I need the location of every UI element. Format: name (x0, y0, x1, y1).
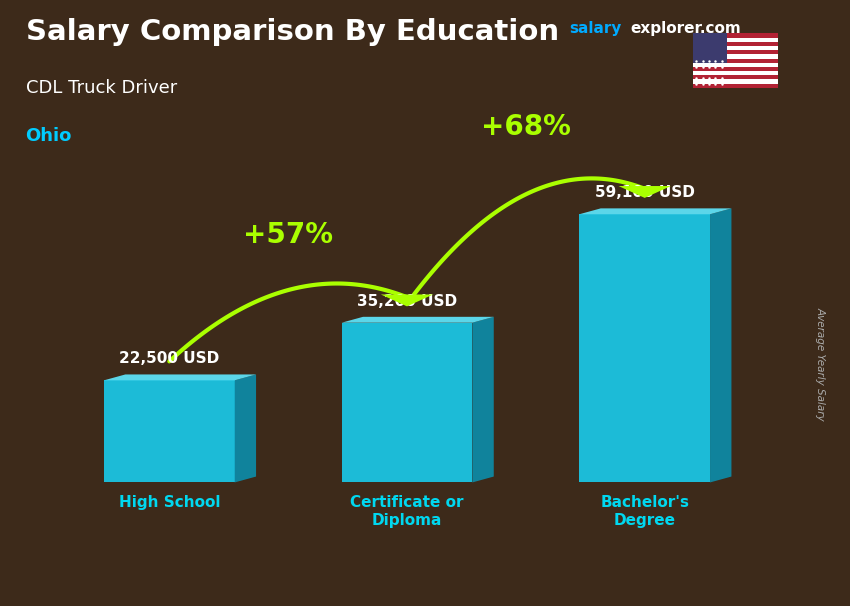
Bar (693, 84, 778, 88)
Bar (693, 42, 778, 46)
Text: Bachelor's
Degree: Bachelor's Degree (600, 496, 689, 528)
Polygon shape (473, 317, 494, 482)
Polygon shape (381, 295, 434, 307)
Polygon shape (710, 208, 732, 482)
Polygon shape (342, 317, 494, 323)
Polygon shape (104, 375, 256, 381)
Bar (693, 75, 778, 79)
Polygon shape (235, 375, 256, 482)
Text: CDL Truck Driver: CDL Truck Driver (26, 79, 177, 97)
Text: Average Yearly Salary: Average Yearly Salary (815, 307, 825, 421)
Polygon shape (580, 208, 732, 215)
Text: +68%: +68% (481, 113, 570, 141)
Bar (693, 59, 778, 62)
Polygon shape (104, 381, 235, 482)
Bar (693, 33, 778, 38)
Bar (693, 38, 778, 42)
Text: +57%: +57% (243, 221, 333, 249)
Bar (693, 46, 778, 50)
Text: Certificate or
Diploma: Certificate or Diploma (350, 496, 464, 528)
Text: explorer.com: explorer.com (631, 21, 741, 36)
Polygon shape (580, 215, 710, 482)
Text: salary: salary (570, 21, 622, 36)
Bar (693, 50, 778, 55)
Bar (693, 79, 778, 84)
Bar (693, 62, 778, 67)
Bar (693, 55, 778, 59)
Bar (693, 33, 727, 62)
Polygon shape (619, 186, 671, 198)
Text: 59,100 USD: 59,100 USD (595, 185, 694, 200)
Bar (693, 71, 778, 75)
Text: 22,500 USD: 22,500 USD (119, 351, 219, 366)
Polygon shape (342, 323, 473, 482)
Text: Ohio: Ohio (26, 127, 72, 145)
Text: Salary Comparison By Education: Salary Comparison By Education (26, 18, 558, 46)
Text: High School: High School (118, 496, 220, 510)
Bar (693, 67, 778, 71)
Text: 35,200 USD: 35,200 USD (357, 294, 457, 308)
